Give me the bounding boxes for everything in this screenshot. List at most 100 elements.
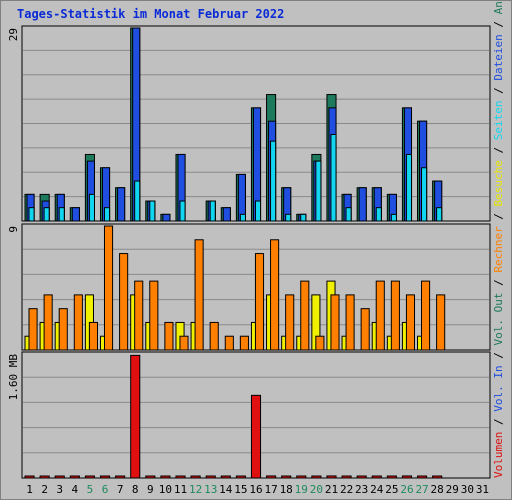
x-tick-label-2: 2 bbox=[41, 483, 48, 496]
legend-item-6: Rechner bbox=[492, 226, 505, 273]
visits-bar-rechner-25 bbox=[390, 280, 400, 351]
requests-bar-seiten-8 bbox=[134, 180, 141, 222]
x-tick-label-11: 11 bbox=[174, 483, 187, 496]
requests-bar-seiten-28 bbox=[436, 207, 443, 222]
x-tick-label-9: 9 bbox=[147, 483, 154, 496]
x-tick-label-14: 14 bbox=[219, 483, 233, 496]
requests-bar-seiten-15 bbox=[239, 213, 246, 222]
visits-bar-rechner-27 bbox=[421, 280, 431, 351]
legend-item-3: / bbox=[492, 346, 505, 366]
legend-item-11: / bbox=[492, 81, 505, 101]
requests-bar-seiten-16 bbox=[254, 200, 262, 222]
visits-bar-rechner-26 bbox=[405, 294, 416, 351]
legend-item-7: / bbox=[492, 206, 505, 226]
volume-bar-volumen-15 bbox=[235, 475, 246, 479]
x-tick-label-19: 19 bbox=[295, 483, 308, 496]
requests-bar-seiten-22 bbox=[345, 207, 352, 222]
volume-bar-volumen-17 bbox=[266, 475, 277, 479]
visits-bar-rechner-13 bbox=[209, 321, 219, 351]
requests-bar-seiten-2 bbox=[43, 207, 50, 222]
requests-bar-seiten-21 bbox=[330, 133, 337, 222]
x-tick-label-15: 15 bbox=[234, 483, 247, 496]
requests-bar-seiten-9 bbox=[149, 200, 156, 222]
volume-bar-volumen-26 bbox=[401, 475, 413, 479]
x-tick-label-30: 30 bbox=[461, 483, 474, 496]
x-tick-label-27: 27 bbox=[415, 483, 428, 496]
requests-bar-dateien-14 bbox=[222, 207, 231, 222]
x-tick-label-28: 28 bbox=[431, 483, 444, 496]
requests-bar-dateien-7 bbox=[117, 187, 126, 222]
requests-bar-seiten-3 bbox=[58, 207, 65, 222]
visits-bar-rechner-1 bbox=[28, 308, 38, 351]
x-tick-label-4: 4 bbox=[72, 483, 79, 496]
x-tick-label-10: 10 bbox=[159, 483, 172, 496]
legend-item-1: / bbox=[492, 412, 505, 432]
visits-bar-rechner-28 bbox=[436, 294, 446, 351]
visits-scale-label: 9 bbox=[7, 226, 20, 233]
x-tick-label-16: 16 bbox=[249, 483, 262, 496]
x-tick-label-25: 25 bbox=[385, 483, 398, 496]
visits-bar-rechner-18 bbox=[285, 294, 295, 351]
requests-bar-seiten-25 bbox=[390, 213, 397, 222]
visits-bar-rechner-10 bbox=[164, 321, 174, 351]
visits-bar-rechner-11 bbox=[179, 335, 189, 351]
legend-item-2: Vol. In bbox=[492, 365, 505, 411]
x-tick-label-8: 8 bbox=[132, 483, 139, 496]
volume-bar-volumen-5 bbox=[84, 475, 95, 479]
volume-bar-volumen-21 bbox=[326, 475, 337, 479]
x-tick-label-17: 17 bbox=[264, 483, 277, 496]
volume-bar-volumen-13 bbox=[205, 475, 216, 479]
x-tick-label-12: 12 bbox=[189, 483, 202, 496]
visits-bar-rechner-19 bbox=[300, 280, 310, 351]
volume-bar-volumen-10 bbox=[160, 475, 171, 479]
requests-bar-seiten-18 bbox=[285, 213, 292, 222]
visits-bar-rechner-15 bbox=[239, 335, 249, 351]
volume-bar-volumen-11 bbox=[175, 475, 186, 479]
x-tick-label-13: 13 bbox=[204, 483, 217, 496]
chart-title: Tages-Statistik im Monat Februar 2022 bbox=[17, 7, 285, 21]
legend-item-12: Dateien bbox=[492, 34, 505, 80]
x-tick-label-1: 1 bbox=[26, 483, 33, 496]
volume-bar-volumen-25 bbox=[386, 475, 397, 479]
volume-scale-label: 1.60 MB bbox=[7, 354, 20, 401]
visits-bar-rechner-3 bbox=[58, 308, 68, 351]
visits-bar-rechner-17 bbox=[270, 239, 280, 351]
legend-item-13: / bbox=[492, 14, 505, 34]
volume-bar-volumen-20 bbox=[311, 475, 322, 479]
x-tick-label-3: 3 bbox=[56, 483, 63, 496]
volume-bar-volumen-28 bbox=[432, 475, 443, 479]
legend-item-8: Besuche bbox=[492, 160, 505, 206]
visits-bar-rechner-12 bbox=[194, 239, 204, 351]
volume-bar-volumen-1 bbox=[24, 475, 35, 479]
visits-bar-rechner-5 bbox=[88, 321, 98, 351]
legend-item-0: Volumen bbox=[492, 432, 505, 478]
legend-item-10: Seiten bbox=[492, 100, 505, 140]
visits-bar-rechner-7 bbox=[119, 253, 129, 351]
x-tick-label-24: 24 bbox=[370, 483, 384, 496]
x-tick-label-22: 22 bbox=[340, 483, 353, 496]
volume-bar-volumen-7 bbox=[115, 475, 126, 479]
volume-bar-volumen-9 bbox=[145, 475, 156, 479]
requests-bar-seiten-11 bbox=[179, 200, 186, 222]
requests-bar-seiten-6 bbox=[103, 207, 111, 222]
legend-item-9: / bbox=[492, 140, 505, 160]
volume-bar-volumen-19 bbox=[296, 475, 307, 479]
requests-bar-seiten-20 bbox=[315, 160, 322, 222]
volume-bar-volumen-6 bbox=[99, 475, 111, 479]
visits-bar-rechner-23 bbox=[360, 308, 370, 351]
requests-bar-dateien-4 bbox=[71, 207, 80, 222]
volume-bar-volumen-22 bbox=[341, 475, 352, 479]
x-tick-label-31: 31 bbox=[476, 483, 489, 496]
requests-bar-seiten-27 bbox=[421, 167, 428, 222]
visits-bar-rechner-22 bbox=[345, 294, 355, 351]
x-tick-label-26: 26 bbox=[400, 483, 413, 496]
x-tick-label-5: 5 bbox=[87, 483, 94, 496]
visits-bar-rechner-6 bbox=[103, 225, 114, 351]
volume-bar-volumen-8 bbox=[130, 354, 141, 479]
requests-bar-dateien-23 bbox=[358, 187, 367, 222]
requests-bar-seiten-13 bbox=[209, 200, 216, 222]
volume-bar-volumen-4 bbox=[69, 475, 80, 479]
right-legend: Volumen / Vol. In / Vol. Out / Rechner /… bbox=[492, 0, 505, 478]
volume-bar-volumen-2 bbox=[39, 475, 50, 479]
